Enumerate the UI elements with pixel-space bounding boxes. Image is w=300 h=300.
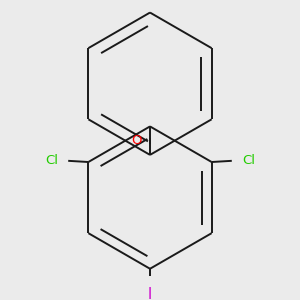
Text: O: O [132, 134, 142, 147]
Text: I: I [148, 287, 152, 300]
Text: Cl: Cl [45, 154, 58, 167]
Text: Cl: Cl [242, 154, 255, 167]
